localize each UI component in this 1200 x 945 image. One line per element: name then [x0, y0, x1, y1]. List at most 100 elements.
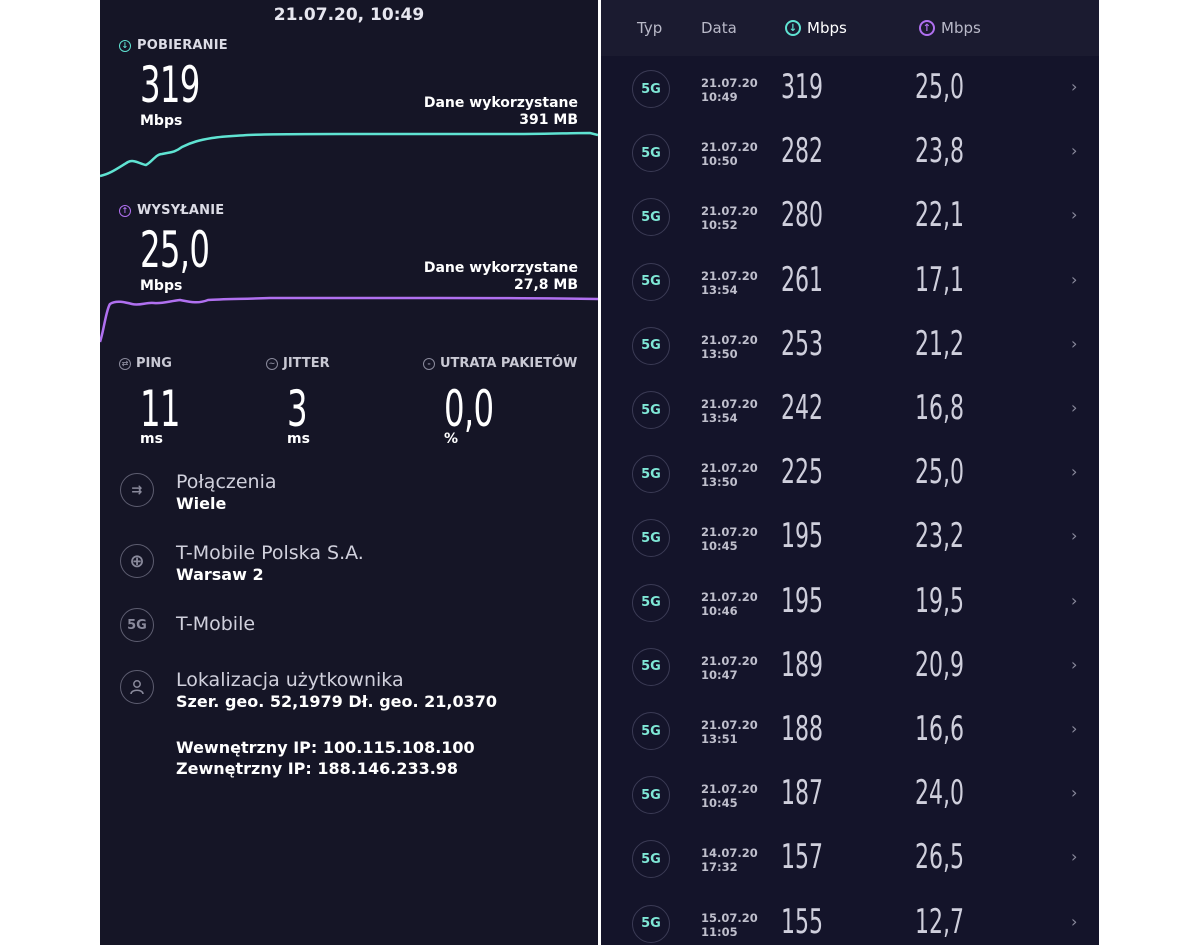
result-download: 195: [781, 580, 824, 621]
user-silhouette-icon: [130, 680, 144, 695]
location-info: Lokalizacja użytkownika Szer. geo. 52,19…: [120, 669, 497, 712]
download-arrow-icon: ↓: [785, 20, 801, 36]
connections-info: ⇉ Połączenia Wiele: [120, 471, 277, 514]
result-download: 319: [781, 67, 824, 107]
result-date: 21.07.20: [701, 653, 758, 668]
result-download: 195: [781, 516, 824, 557]
column-type-label: Typ: [637, 19, 663, 37]
network-5g-badge: 5G: [632, 840, 670, 879]
result-date: 21.07.20: [701, 782, 758, 797]
result-datetime: 21.07.20 13:51: [701, 718, 758, 746]
result-date: 21.07.20: [701, 140, 758, 155]
provider-title: T-Mobile Polska S.A.: [176, 542, 364, 564]
chevron-right-icon[interactable]: ›: [1071, 333, 1078, 353]
result-row[interactable]: 5G 15.07.20 11:05 155 12,7 ›: [601, 892, 1099, 945]
user-icon: [120, 670, 154, 704]
result-row[interactable]: 5G 21.07.20 13:54 242 16,8 ›: [601, 378, 1099, 442]
network-5g-icon: 5G: [120, 608, 154, 642]
result-datetime: 21.07.20 13:50: [701, 461, 758, 489]
upload-data-used: Dane wykorzystane 27,8 MB: [424, 260, 578, 294]
chevron-right-icon[interactable]: ›: [1071, 269, 1078, 289]
network-info: 5G T-Mobile: [120, 608, 255, 642]
chevron-right-icon[interactable]: ›: [1071, 719, 1078, 738]
result-time: 10:46: [701, 603, 738, 618]
network-5g-badge: 5G: [632, 455, 670, 494]
chevron-right-icon[interactable]: ›: [1071, 398, 1078, 417]
result-row[interactable]: 5G 21.07.20 10:47 189 20,9 ›: [601, 635, 1099, 699]
network-5g-badge: 5G: [632, 134, 670, 173]
result-date: 21.07.20: [701, 76, 758, 90]
result-row[interactable]: 5G 21.07.20 10:52 280 22,1 ›: [601, 185, 1099, 249]
result-date: 21.07.20: [701, 268, 758, 283]
column-upload[interactable]: ↑ Mbps: [919, 19, 981, 37]
result-datetime: 21.07.20 10:50: [701, 140, 758, 168]
result-datetime: 21.07.20 13:54: [701, 397, 758, 425]
result-row[interactable]: 5G 14.07.20 17:32 157 26,5 ›: [601, 827, 1099, 891]
result-time: 10:45: [701, 796, 738, 811]
column-date[interactable]: Data: [701, 19, 737, 37]
result-datetime: 21.07.20 10:46: [701, 590, 758, 618]
chevron-right-icon[interactable]: ›: [1071, 911, 1078, 931]
result-time: 13:50: [701, 346, 738, 361]
results-table-header: Typ Data ↓ Mbps ↑ Mbps: [601, 0, 1099, 56]
network-5g-badge: 5G: [632, 583, 670, 622]
column-type[interactable]: Typ: [637, 19, 662, 37]
download-data-used: Dane wykorzystane 391 MB: [424, 95, 578, 129]
result-upload: 16,6: [915, 709, 965, 749]
result-row[interactable]: 5G 21.07.20 13:50 253 21,2 ›: [601, 314, 1099, 378]
result-upload: 12,7: [915, 901, 965, 942]
result-row[interactable]: 5G 21.07.20 10:49 319 25,0 ›: [601, 57, 1099, 121]
result-datetime: 21.07.20 10:45: [701, 525, 758, 553]
download-unit: Mbps: [140, 113, 183, 129]
result-download: 187: [781, 773, 824, 814]
server-location: Warsaw 2: [176, 565, 264, 584]
result-upload: 16,8: [915, 388, 965, 428]
result-date: 21.07.20: [701, 461, 758, 476]
network-5g-badge: 5G: [632, 391, 670, 429]
ping-label: PING: [136, 356, 172, 371]
result-datetime: 21.07.20 10:47: [701, 654, 758, 682]
chevron-right-icon[interactable]: ›: [1071, 462, 1078, 482]
upload-label: WYSYŁANIE: [137, 203, 225, 218]
result-download: 155: [781, 901, 824, 942]
result-upload: 22,1: [915, 195, 965, 236]
result-row[interactable]: 5G 21.07.20 10:50 282 23,8 ›: [601, 121, 1099, 185]
result-upload: 25,0: [915, 67, 965, 107]
globe-icon: ⊕: [120, 544, 154, 578]
result-download: 157: [781, 837, 824, 878]
chevron-right-icon[interactable]: ›: [1071, 205, 1078, 225]
column-download-label: Mbps: [807, 19, 847, 37]
result-datetime: 21.07.20 10:45: [701, 782, 758, 810]
upload-speed-graph: [100, 296, 598, 343]
result-datetime: 21.07.20 13:54: [701, 269, 758, 297]
result-row[interactable]: 5G 21.07.20 10:45 187 24,0 ›: [601, 763, 1099, 827]
result-datetime: 21.07.20 10:52: [701, 204, 758, 232]
chevron-right-icon[interactable]: ›: [1071, 783, 1078, 803]
chevron-right-icon[interactable]: ›: [1071, 77, 1078, 96]
result-row[interactable]: 5G 21.07.20 13:50 225 25,0 ›: [601, 442, 1099, 506]
result-download: 282: [781, 131, 824, 172]
download-value: 319: [140, 56, 200, 114]
upload-arrow-icon: ↑: [119, 204, 131, 217]
result-time: 11:05: [701, 924, 738, 939]
chevron-right-icon[interactable]: ›: [1071, 526, 1078, 546]
result-upload: 26,5: [915, 837, 965, 878]
result-time: 13:54: [701, 282, 738, 297]
column-download[interactable]: ↓ Mbps: [785, 19, 847, 37]
result-time: 10:52: [701, 218, 738, 233]
jitter-icon: ~: [266, 357, 278, 370]
result-timestamp: 21.07.20, 10:49: [273, 5, 425, 25]
result-upload: 19,5: [915, 580, 965, 621]
result-row[interactable]: 5G 21.07.20 10:46 195 19,5 ›: [601, 571, 1099, 635]
chevron-right-icon[interactable]: ›: [1071, 654, 1078, 674]
result-row[interactable]: 5G 21.07.20 10:45 195 23,2 ›: [601, 506, 1099, 570]
result-date: 14.07.20: [701, 846, 758, 861]
result-row[interactable]: 5G 21.07.20 13:54 261 17,1 ›: [601, 250, 1099, 314]
chevron-right-icon[interactable]: ›: [1071, 141, 1078, 161]
result-row[interactable]: 5G 21.07.20 13:51 188 16,6 ›: [601, 699, 1099, 763]
chevron-right-icon[interactable]: ›: [1071, 590, 1078, 610]
result-upload: 23,2: [915, 516, 965, 557]
result-download: 280: [781, 195, 824, 236]
result-upload: 20,9: [915, 644, 965, 685]
chevron-right-icon[interactable]: ›: [1071, 847, 1078, 867]
